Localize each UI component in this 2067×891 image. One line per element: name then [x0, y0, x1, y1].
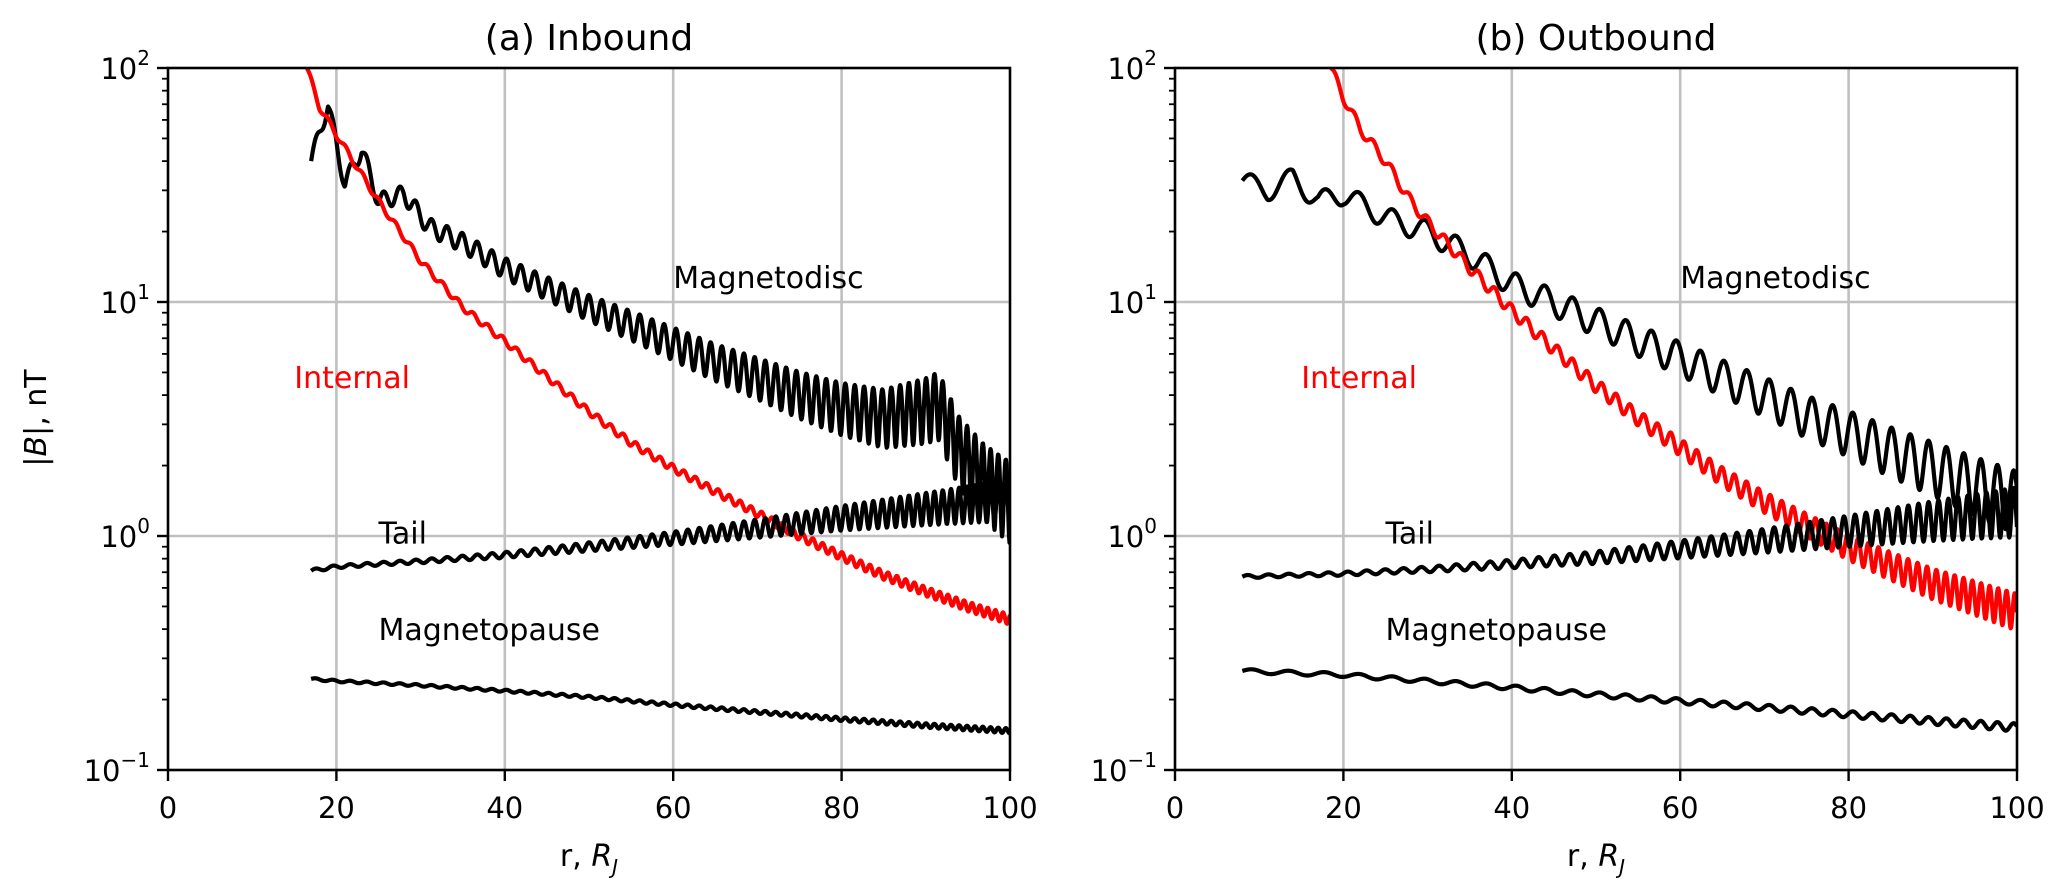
axes-frame	[166, 66, 1012, 772]
x-tick-label: 20	[1325, 791, 1362, 825]
y-tick-label: 10−1	[1091, 748, 1157, 788]
panel-inbound: 0 20 40 60 80 100 10−1 100 101 102 (a) Inbound r, R…	[84, 18, 1038, 879]
x-tick-label: 60	[655, 791, 692, 825]
annotation-magnetopause: Magnetopause	[379, 613, 600, 648]
x-axis-label: r, RJ	[560, 839, 618, 879]
series-internal	[305, 68, 1010, 626]
annotation-magnetopause: Magnetopause	[1386, 613, 1607, 648]
x-axis-label: r, RJ	[1567, 839, 1625, 879]
series-magnetopause	[309, 676, 1010, 736]
x-tick-label: 100	[982, 791, 1037, 825]
y-tick-label: 102	[1107, 46, 1157, 86]
annotation-magnetodisc: Magnetodisc	[1680, 261, 1870, 296]
series-magnetopause	[1240, 667, 2017, 733]
y-tick-label: 101	[1107, 280, 1157, 320]
x-tick-label: 20	[318, 791, 355, 825]
panel-title: (a) Inbound	[485, 18, 693, 59]
x-tick-label: 40	[486, 791, 523, 825]
y-axis-label-var: B	[19, 436, 54, 457]
y-tick-label: 100	[100, 514, 150, 554]
series-tail	[1240, 485, 2017, 580]
x-tick-label: 80	[823, 791, 860, 825]
annotation-internal: Internal	[1301, 361, 1417, 396]
x-tick-label: 0	[1166, 791, 1184, 825]
y-tick-label: 10−1	[84, 748, 150, 788]
annotation-tail: Tail	[378, 516, 427, 551]
x-tick-label: 100	[1989, 791, 2044, 825]
annotation-internal: Internal	[294, 361, 410, 396]
series-internal	[1329, 68, 2017, 631]
panel-outbound: 0 20 40 60 80 100 10−1 100 101 102 (b) Outbound r, …	[1091, 18, 2045, 879]
panel-title: (b) Outbound	[1475, 18, 1716, 59]
series-magnetodisc	[1240, 167, 2017, 532]
x-tick-label: 80	[1830, 791, 1867, 825]
annotation-tail: Tail	[1385, 516, 1434, 551]
y-tick-label: 102	[100, 46, 150, 86]
x-tick-label: 40	[1493, 791, 1530, 825]
x-tick-label: 60	[1662, 791, 1699, 825]
x-tick-label: 0	[159, 791, 177, 825]
series-tail	[309, 478, 1010, 573]
annotation-magnetodisc: Magnetodisc	[673, 261, 863, 296]
axes-frame	[1173, 66, 2019, 772]
y-tick-label: 100	[1107, 514, 1157, 554]
y-axis-label: |B|, nT	[19, 369, 54, 467]
series-magnetodisc	[309, 104, 1010, 545]
y-tick-label: 101	[100, 280, 150, 320]
